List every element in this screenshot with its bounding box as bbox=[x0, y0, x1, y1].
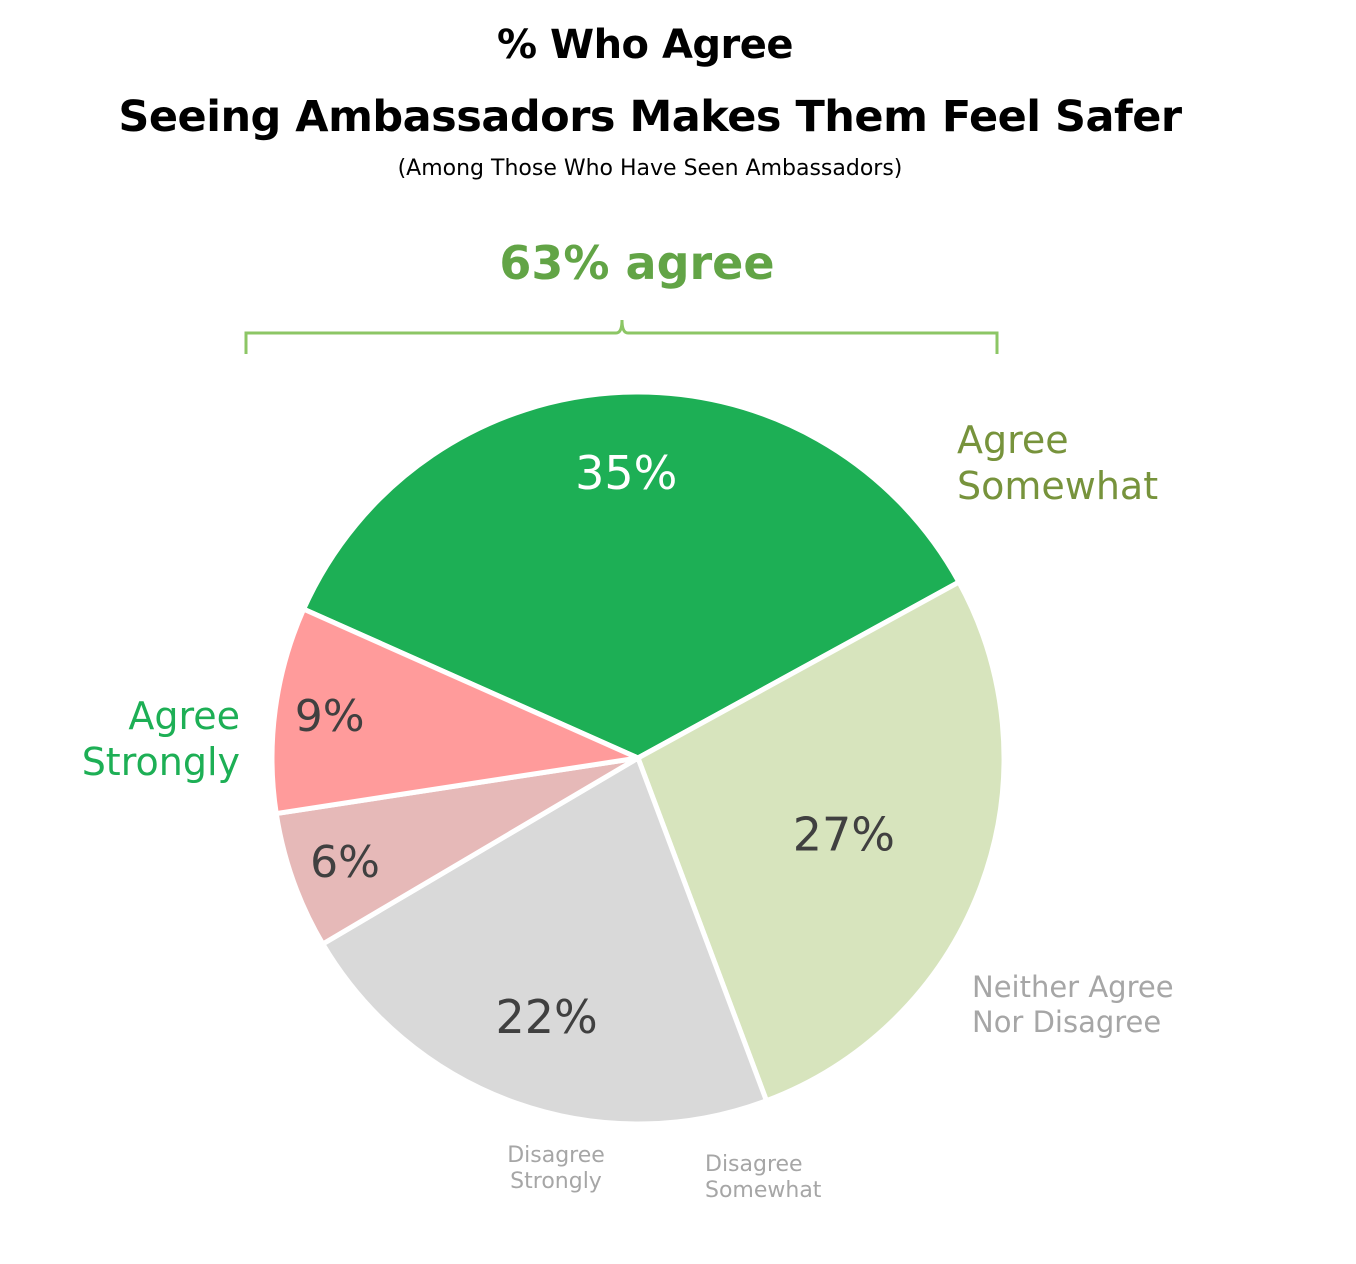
chart-title-line1: % Who Agree bbox=[496, 22, 794, 68]
pie-slice-agree-somewhat bbox=[635, 579, 1007, 1104]
pie-slice-disagree-strongly bbox=[269, 606, 641, 817]
label-agree-strongly: Agree Strongly bbox=[81, 694, 240, 784]
pie-slices bbox=[269, 389, 1007, 1127]
label-neither: Neither Agree Nor Disagree bbox=[972, 970, 1174, 1039]
agree-total-annotation: 63% agree bbox=[499, 236, 775, 290]
value-label-agree-somewhat: 27% bbox=[793, 807, 895, 861]
pie-slice-neither-agree-nor-disagree bbox=[320, 755, 769, 1127]
label-agree-somewhat: Agree Somewhat bbox=[957, 418, 1159, 508]
pie-value-labels: 35% 27% 22% 6% 9% bbox=[295, 446, 895, 1044]
value-label-agree-strongly: 35% bbox=[575, 446, 677, 500]
pie-slice-disagree-somewhat bbox=[273, 755, 641, 947]
value-label-neither-agree-nor-disagree: 22% bbox=[495, 990, 597, 1044]
label-disagree-strongly: Disagree Strongly bbox=[507, 1143, 605, 1195]
agree-bracket bbox=[244, 319, 999, 354]
chart-title-line2: Seeing Ambassadors Makes Them Feel Safer bbox=[118, 92, 1182, 142]
chart-subtitle: (Among Those Who Have Seen Ambassadors) bbox=[397, 156, 903, 181]
label-disagree-somewhat: Disagree Somewhat bbox=[705, 1152, 822, 1204]
pie-slice-agree-strongly bbox=[301, 389, 962, 761]
value-label-disagree-strongly: 9% bbox=[295, 691, 365, 742]
value-label-disagree-somewhat: 6% bbox=[310, 837, 380, 888]
